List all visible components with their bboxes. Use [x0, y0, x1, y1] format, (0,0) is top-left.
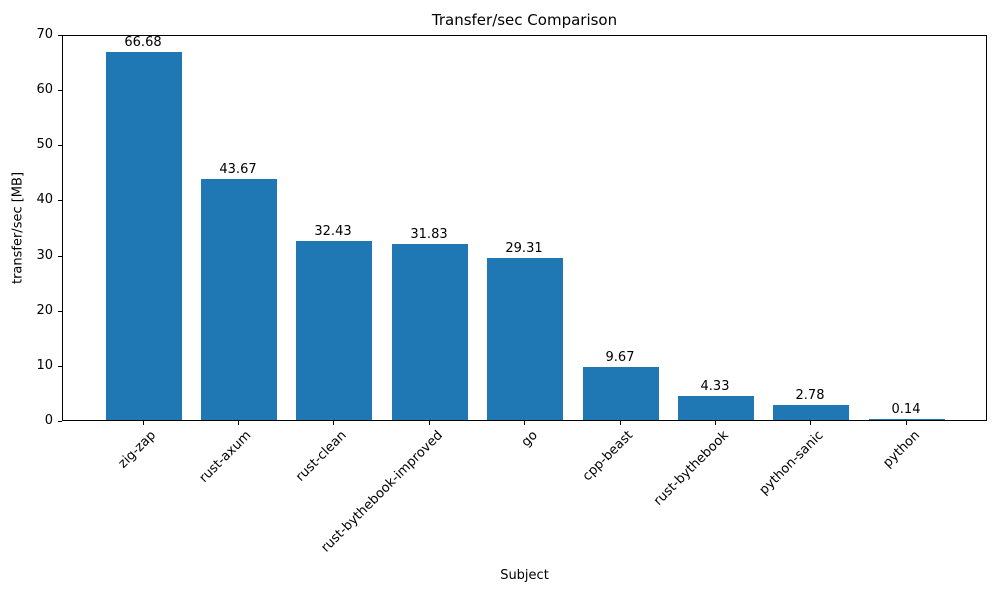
bar [773, 405, 849, 420]
y-tick-label: 40 [36, 192, 53, 207]
bar [869, 419, 945, 420]
y-tick-mark [58, 421, 62, 422]
x-tick-mark [620, 421, 621, 425]
bar [201, 179, 277, 420]
bar-value-label: 4.33 [700, 379, 730, 394]
y-tick-label: 70 [36, 27, 53, 42]
x-tick-mark [524, 421, 525, 425]
x-axis-label: Subject [500, 568, 549, 583]
bar-value-label: 32.43 [314, 224, 352, 239]
y-tick-label: 20 [36, 303, 53, 318]
bar-value-label: 31.83 [410, 227, 448, 242]
x-tick-mark [810, 421, 811, 425]
x-tick-mark [906, 421, 907, 425]
bar-value-label: 9.67 [605, 350, 635, 365]
y-tick-label: 50 [36, 137, 53, 152]
y-axis-label: transfer/sec [MB] [10, 171, 26, 285]
bar [106, 52, 182, 420]
plot-area [62, 35, 987, 421]
x-tick-label: rust-clean [292, 428, 350, 485]
bar [583, 367, 659, 420]
y-tick-mark [58, 311, 62, 312]
x-tick-mark [715, 421, 716, 425]
y-tick-label: 30 [36, 248, 53, 263]
bar-value-label: 43.67 [219, 162, 257, 177]
y-tick-label: 60 [36, 82, 53, 97]
bar-value-label: 66.68 [124, 35, 162, 50]
y-tick-label: 10 [36, 358, 53, 373]
x-tick-label: python-sanic [756, 428, 827, 498]
x-tick-mark [238, 421, 239, 425]
chart-title: Transfer/sec Comparison [431, 11, 618, 29]
y-tick-mark [58, 90, 62, 91]
x-tick-label: python [879, 428, 923, 471]
y-tick-mark [58, 256, 62, 257]
bar [487, 258, 563, 420]
y-tick-mark [58, 200, 62, 201]
y-tick-mark [58, 35, 62, 36]
bar-value-label: 0.14 [891, 402, 921, 417]
x-tick-label: zig-zap [115, 428, 159, 472]
x-tick-label: go [518, 428, 541, 451]
bar [296, 241, 372, 420]
y-tick-label: 0 [44, 413, 53, 428]
y-tick-mark [58, 366, 62, 367]
bar [392, 244, 468, 420]
bar-value-label: 29.31 [505, 241, 543, 256]
x-tick-mark [333, 421, 334, 425]
bar [678, 396, 754, 420]
x-tick-label: rust-axum [196, 428, 255, 486]
bar-value-label: 2.78 [795, 388, 825, 403]
x-tick-label: rust-bythebook [650, 428, 732, 509]
x-tick-label: cpp-beast [579, 428, 636, 485]
x-tick-mark [429, 421, 430, 425]
x-tick-mark [143, 421, 144, 425]
y-tick-mark [58, 145, 62, 146]
